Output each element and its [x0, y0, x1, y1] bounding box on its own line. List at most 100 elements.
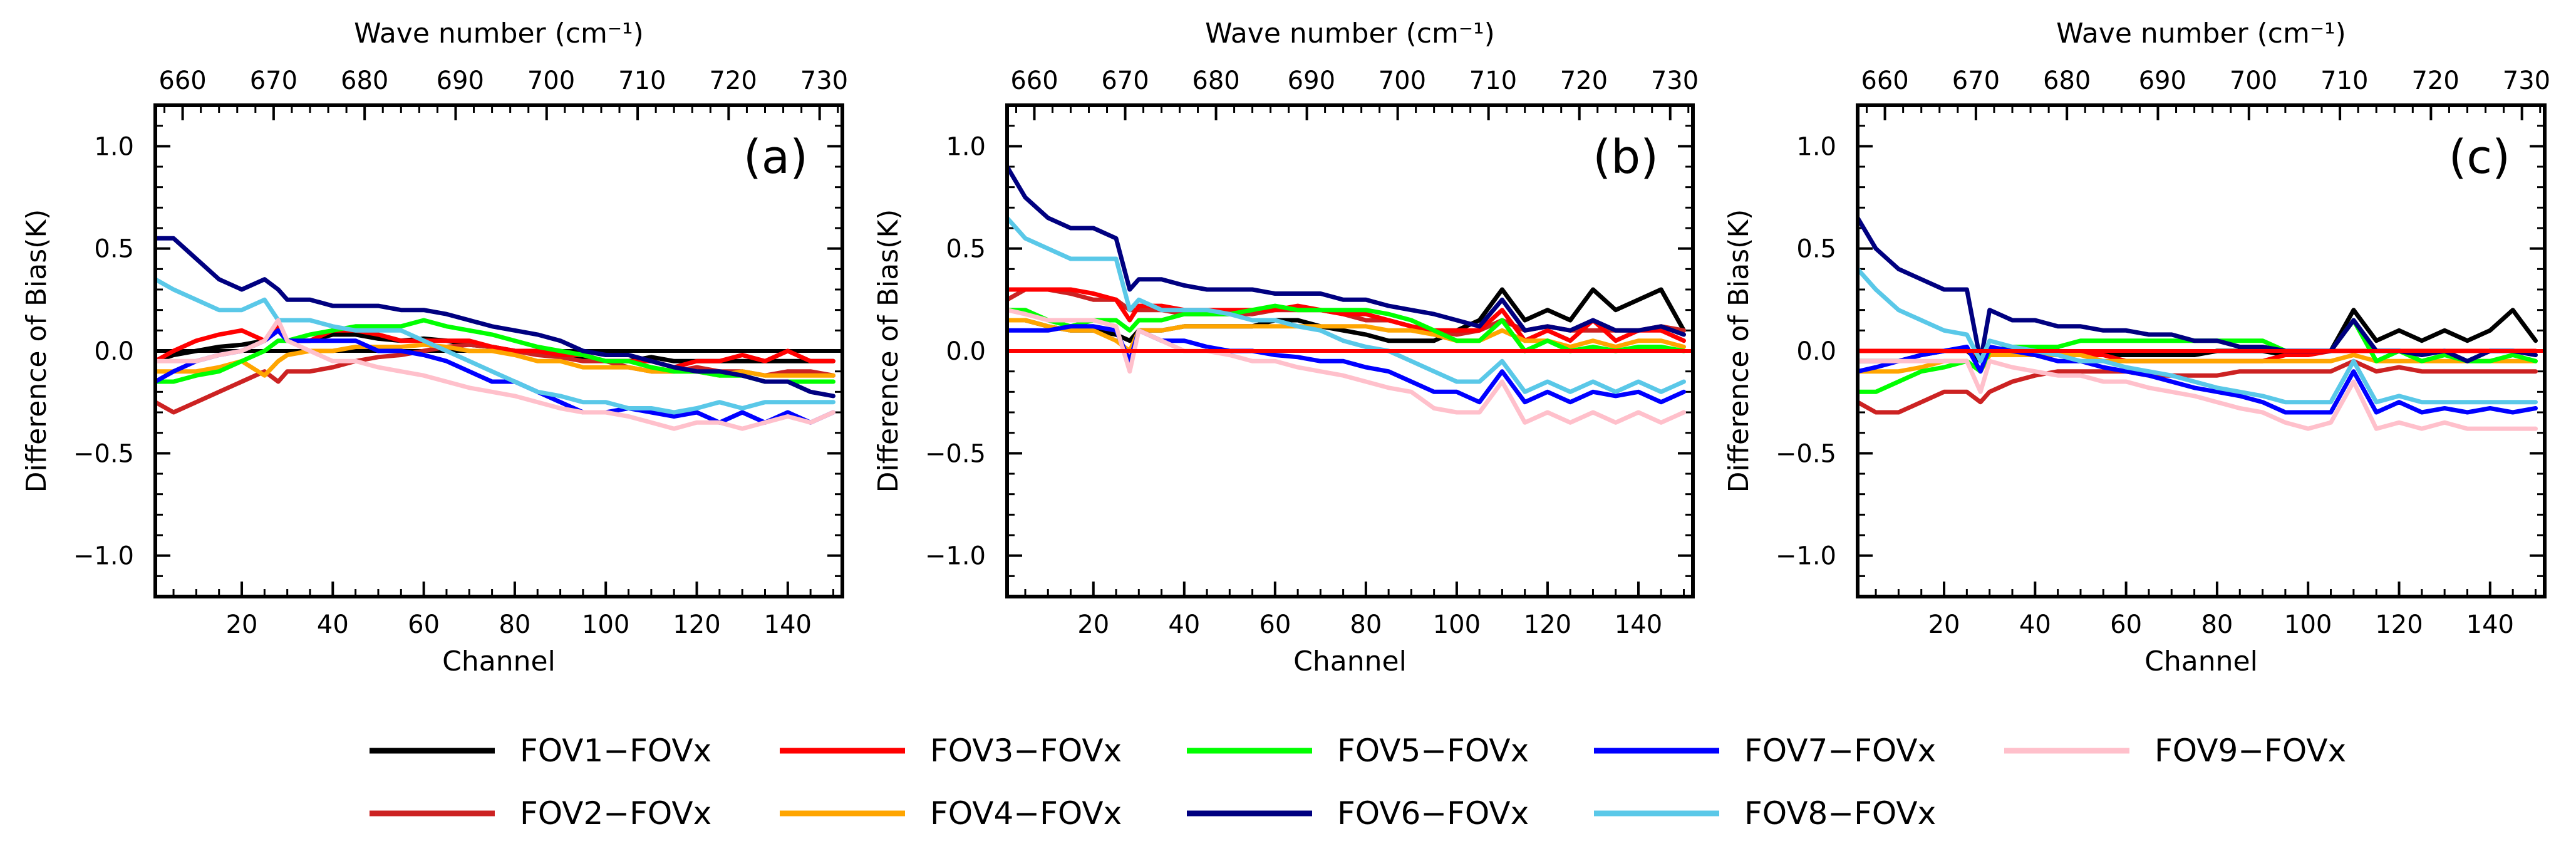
x-axis-title: Channel: [1293, 645, 1407, 677]
y-tick-label: −1.0: [925, 542, 986, 571]
x-tick-label: 100: [582, 610, 629, 639]
top-tick-label: 680: [2043, 66, 2091, 95]
x-tick-label: 100: [1433, 610, 1481, 639]
legend-item: FOV3−FOVx: [780, 733, 1122, 769]
legend: FOV1−FOVx FOV3−FOVx FOV5−FOVx FOV7−FOVx FOV9…: [370, 733, 2346, 832]
top-tick-label: 660: [1010, 66, 1058, 95]
y-tick-label: −0.5: [73, 439, 134, 468]
top-tick-label: 660: [1861, 66, 1908, 95]
top-tick-label: 670: [1101, 66, 1149, 95]
legend-label: FOV2−FOVx: [520, 795, 711, 832]
top-tick-label: 690: [2139, 66, 2186, 95]
series-group: [1858, 216, 2545, 431]
series-line: [1007, 308, 1686, 425]
x-tick-label: 80: [1350, 610, 1382, 639]
series-line: [1007, 164, 1686, 337]
panel-3: −1.0 −0.5 0.0 0.5 1.0 20 40 60 80 100 120 140 660 670…: [1723, 18, 2550, 677]
x-tick-label: 140: [764, 610, 812, 639]
y-axis-title: Difference of Bias(K): [1723, 209, 1755, 493]
legend-item: FOV2−FOVx: [370, 795, 711, 832]
y-tick-label: −1.0: [73, 542, 134, 571]
x-tick-label: 20: [1928, 610, 1960, 639]
legend-label: FOV8−FOVx: [1744, 795, 1936, 832]
x-tick-label: 20: [1077, 610, 1109, 639]
top-tick-label: 700: [2230, 66, 2277, 95]
top-tick-label: 710: [2320, 66, 2368, 95]
top-axis-title: Wave number (cm⁻¹): [1205, 18, 1495, 50]
series-group: [155, 236, 842, 431]
top-tick-label: 660: [158, 66, 206, 95]
series-line: [1007, 318, 1686, 353]
panel-label: (a): [743, 130, 808, 184]
y-tick-label: 0.5: [1796, 235, 1836, 264]
x-tick-label: 80: [2201, 610, 2233, 639]
legend-item: FOV9−FOVx: [2004, 733, 2346, 769]
top-tick-label: 730: [1651, 66, 1699, 95]
x-tick-label: 120: [673, 610, 720, 639]
plot-frame: [1856, 103, 2547, 598]
top-tick-label: 690: [1288, 66, 1335, 95]
y-tick-label: 0.5: [94, 235, 134, 264]
panel-label: (c): [2449, 130, 2510, 184]
legend-label: FOV9−FOVx: [2154, 733, 2346, 769]
y-tick-label: 0.0: [946, 337, 986, 366]
top-axis-title: Wave number (cm⁻¹): [354, 18, 644, 50]
panel-2: −1.0 −0.5 0.0 0.5 1.0 20 40 60 80 100 120 140 660 670…: [872, 18, 1699, 677]
y-tick-label: 1.0: [946, 132, 986, 161]
top-tick-label: 670: [250, 66, 297, 95]
y-tick-label: −0.5: [925, 439, 986, 468]
x-tick-label: 120: [1524, 610, 1571, 639]
y-tick-label: 1.0: [1796, 132, 1836, 161]
top-tick-label: 710: [1469, 66, 1517, 95]
top-axis-title: Wave number (cm⁻¹): [2056, 18, 2346, 50]
top-tick-label: 680: [1192, 66, 1239, 95]
top-tick-label: 730: [2503, 66, 2550, 95]
x-tick-label: 40: [1168, 610, 1200, 639]
panel-1: −1.0 −0.5 0.0 0.5 1.0 20 40 60 80 100 120 140 660 670…: [21, 18, 848, 677]
legend-item: FOV7−FOVx: [1594, 733, 1936, 769]
series-group: [1007, 164, 1693, 425]
x-tick-label: 60: [1259, 610, 1291, 639]
x-tick-label: 100: [2284, 610, 2332, 639]
y-tick-label: −1.0: [1776, 542, 1836, 571]
series-line: [1858, 216, 2538, 363]
x-tick-label: 40: [317, 610, 349, 639]
x-tick-label: 60: [408, 610, 440, 639]
top-tick-label: 680: [341, 66, 388, 95]
x-tick-label: 60: [2110, 610, 2142, 639]
top-tick-label: 720: [1560, 66, 1608, 95]
x-tick-label: 140: [2466, 610, 2514, 639]
top-tick-label: 700: [527, 66, 575, 95]
y-tick-label: 1.0: [94, 132, 134, 161]
x-tick-label: 120: [2375, 610, 2423, 639]
top-tick-label: 720: [709, 66, 757, 95]
x-tick-label: 20: [226, 610, 258, 639]
legend-label: FOV1−FOVx: [520, 733, 711, 769]
y-axis-title: Difference of Bias(K): [21, 209, 53, 493]
plot-frame: [153, 103, 844, 598]
y-tick-label: 0.5: [946, 235, 986, 264]
series-line: [155, 318, 835, 431]
series-line: [155, 318, 835, 384]
y-tick-label: 0.0: [94, 337, 134, 366]
series-line: [155, 277, 835, 415]
legend-item: FOV1−FOVx: [370, 733, 711, 769]
top-tick-label: 690: [437, 66, 484, 95]
y-tick-label: −0.5: [1776, 439, 1836, 468]
x-axis-title: Channel: [2144, 645, 2258, 677]
legend-label: FOV5−FOVx: [1337, 733, 1529, 769]
top-tick-label: 670: [1952, 66, 2000, 95]
y-tick-label: 0.0: [1796, 337, 1836, 366]
legend-label: FOV6−FOVx: [1337, 795, 1529, 832]
series-line: [1007, 216, 1686, 394]
legend-label: FOV7−FOVx: [1744, 733, 1936, 769]
legend-label: FOV4−FOVx: [930, 795, 1122, 832]
series-line: [1858, 358, 2538, 431]
top-tick-label: 700: [1379, 66, 1426, 95]
legend-item: FOV6−FOVx: [1187, 795, 1529, 832]
y-axis-title: Difference of Bias(K): [872, 209, 904, 493]
x-tick-label: 40: [2019, 610, 2051, 639]
legend-item: FOV4−FOVx: [780, 795, 1122, 832]
